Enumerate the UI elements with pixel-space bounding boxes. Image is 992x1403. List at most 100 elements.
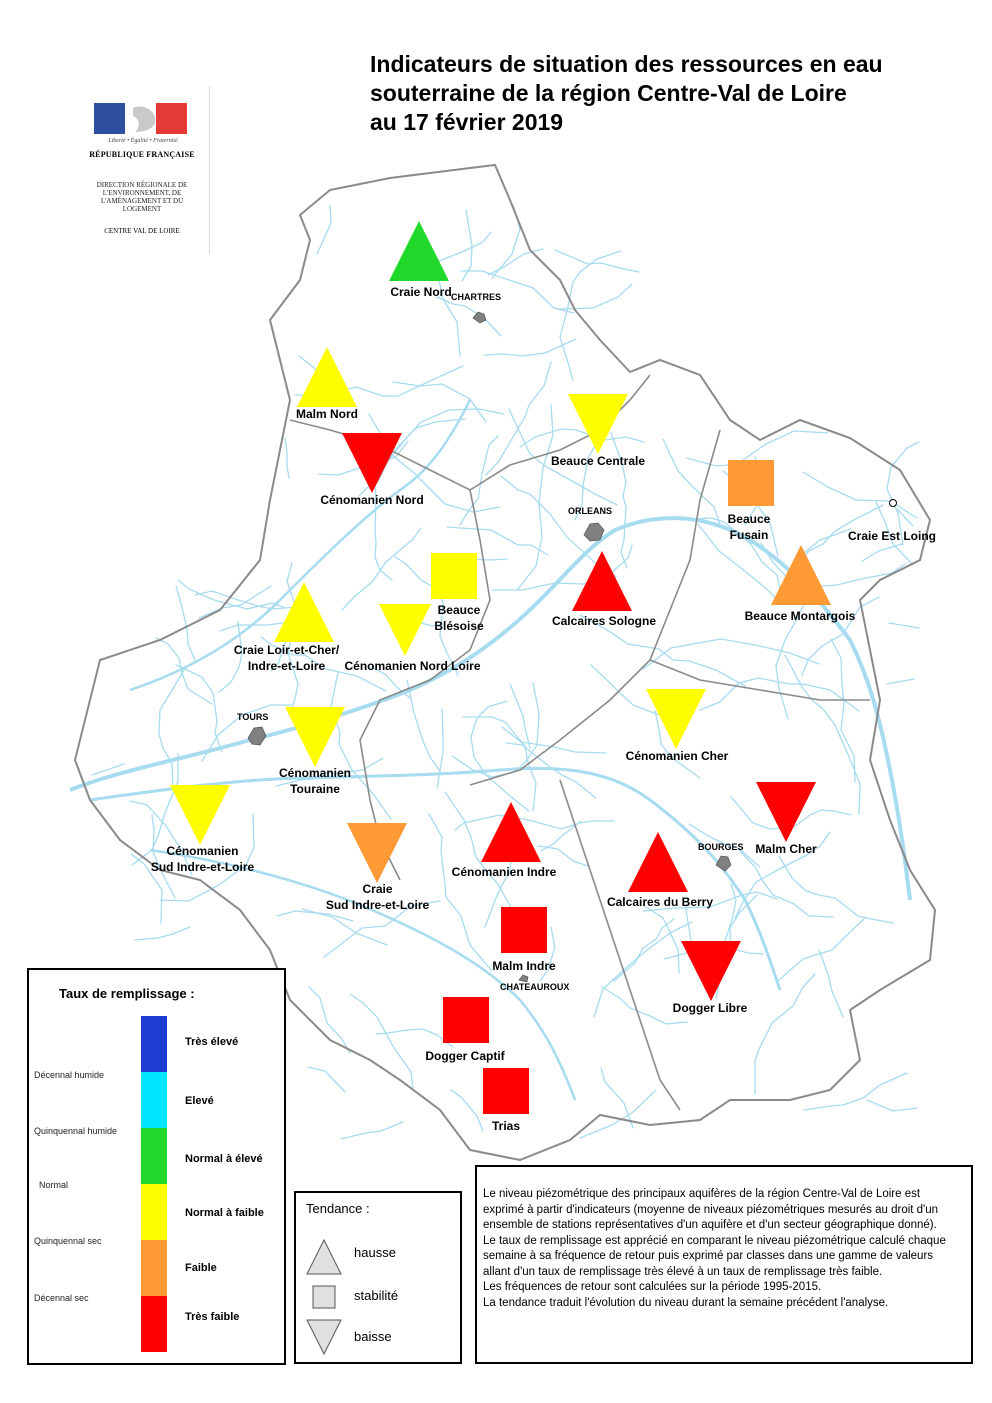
label-cenomanien-nord-loire: Cénomanien Nord Loire bbox=[344, 659, 481, 673]
tributary bbox=[778, 916, 867, 981]
label-cenomanien-nord: Cénomanien Nord bbox=[320, 493, 424, 507]
city-label-tours: TOURS bbox=[237, 712, 269, 722]
tributary bbox=[662, 438, 721, 525]
tributary bbox=[679, 517, 781, 590]
label-malm-cher: Malm Cher bbox=[755, 842, 817, 856]
city-label-chateauroux: CHATEAUROUX bbox=[500, 982, 570, 992]
tributary bbox=[554, 249, 640, 273]
legend-bound-quinquennal-humide: Quinquennal humide bbox=[34, 1126, 118, 1136]
label-cenomanien-indre: Cénomanien Indre bbox=[451, 865, 557, 879]
tributary bbox=[501, 726, 607, 754]
tributary bbox=[155, 637, 213, 705]
notes-text: Le niveau piézométrique des principaux a… bbox=[483, 1188, 946, 1309]
tributary bbox=[739, 850, 834, 918]
city-markers bbox=[247, 311, 732, 983]
tributary bbox=[559, 250, 622, 381]
tributary bbox=[275, 757, 384, 787]
trend-stabilite-icon bbox=[312, 1285, 336, 1309]
tributary bbox=[134, 926, 191, 941]
tributary bbox=[340, 1121, 404, 1140]
tributary bbox=[341, 527, 422, 611]
label-craie-est-loing: Craie Est Loing bbox=[847, 529, 936, 543]
tributary bbox=[177, 579, 284, 610]
label-dogger-libre: Dogger Libre bbox=[672, 1001, 748, 1015]
indicator-symbols bbox=[170, 221, 831, 1114]
tributary bbox=[470, 700, 530, 812]
chartres-marker bbox=[472, 311, 487, 324]
tributary bbox=[519, 428, 645, 448]
symbol-trias bbox=[483, 1068, 529, 1114]
tributary bbox=[601, 986, 688, 1025]
tributary bbox=[537, 845, 589, 867]
tributary bbox=[539, 926, 556, 982]
prefecture-logo: Liberté • Égalité • Fraternité RÉPUBLIQU… bbox=[75, 86, 210, 254]
symbol-beauce-centrale bbox=[568, 394, 628, 454]
symbol-malm-cher bbox=[756, 782, 816, 842]
symbol-c-nomanien-nord-loire bbox=[379, 604, 431, 656]
tendance-title: Tendance : bbox=[306, 1201, 370, 1216]
indre-river bbox=[149, 848, 577, 1101]
logo-motto: Liberté • Égalité • Fraternité bbox=[108, 138, 178, 144]
label-craie-loir-et-cher: Craie Loir-et-Cher/Indre-et-Loire bbox=[214, 642, 359, 674]
tributary bbox=[886, 678, 915, 685]
legend-swatch-normal-a-eleve bbox=[141, 1128, 167, 1184]
craie-est-loing-marker bbox=[889, 499, 897, 507]
tributary bbox=[775, 588, 812, 720]
loir-river bbox=[129, 399, 472, 692]
label-malm-nord: Malm Nord bbox=[295, 407, 358, 421]
tributary bbox=[198, 585, 272, 619]
symbol-calcaires-sologne bbox=[572, 551, 632, 611]
tributary bbox=[436, 296, 502, 337]
logo-region: CENTRE VAL DE LOIRE bbox=[104, 227, 180, 235]
tributary bbox=[323, 900, 441, 958]
tributary bbox=[505, 742, 597, 799]
tributary bbox=[129, 800, 193, 876]
tributary bbox=[801, 596, 880, 676]
tributary bbox=[175, 585, 196, 661]
symbol-malm-nord bbox=[297, 347, 357, 407]
label-craie-loir-et-cher-text: Craie Loir-et-Cher/Indre-et-Loire bbox=[233, 643, 340, 673]
tributary bbox=[444, 791, 515, 914]
label-beauce-fusain-text: Beauce Fusain bbox=[727, 512, 771, 542]
tours-marker bbox=[247, 726, 267, 746]
symbol-malm-indre bbox=[501, 907, 547, 953]
legend-title: Taux de remplissage : bbox=[59, 986, 195, 1001]
tributary bbox=[392, 381, 487, 423]
tributary bbox=[130, 853, 163, 924]
tributary bbox=[491, 544, 633, 591]
symbol-c-nomanien-sud-indre-et-loire bbox=[170, 785, 230, 845]
symbol-c-nomanien-nord bbox=[342, 433, 402, 493]
tributary bbox=[428, 813, 493, 972]
city-label-orleans: ORLEANS bbox=[568, 506, 613, 516]
tributary bbox=[485, 361, 552, 476]
tributary bbox=[158, 669, 185, 792]
region-boundary bbox=[73, 163, 937, 1162]
symbol-beauce-fusain bbox=[728, 460, 774, 506]
tributary bbox=[875, 501, 914, 566]
symbol-beauce-bl-soise bbox=[431, 553, 477, 599]
tributary bbox=[461, 209, 473, 282]
label-malm-indre: Malm Indre bbox=[492, 959, 556, 973]
tributary bbox=[754, 973, 816, 1095]
tributary bbox=[642, 891, 778, 912]
label-beauce-montargois: Beauce Montargois bbox=[744, 609, 856, 623]
cher-river bbox=[89, 766, 782, 991]
label-craie-nord: Craie Nord bbox=[390, 285, 452, 299]
legend-bound-quinquennal-sec: Quinquennal sec bbox=[34, 1236, 102, 1246]
tributary bbox=[508, 408, 618, 506]
label-beauce-centrale: Beauce Centrale bbox=[550, 454, 646, 468]
city-label-bourges: BOURGES bbox=[698, 842, 744, 852]
tributary bbox=[896, 508, 914, 527]
symbol-craie-sud-indre-et-loire bbox=[347, 823, 407, 883]
tributary bbox=[654, 710, 701, 779]
label-craie-sud-text: Craie Sud Indre-et-Loire bbox=[325, 882, 430, 912]
tributary bbox=[91, 763, 125, 776]
trend-hausse-icon bbox=[306, 1238, 342, 1275]
tributary bbox=[697, 523, 776, 598]
tributary bbox=[201, 704, 292, 762]
tributary bbox=[830, 638, 856, 783]
title-line-2: souterraine de la région Centre-Val de L… bbox=[370, 80, 847, 106]
symbol-beauce-montargois bbox=[771, 545, 831, 605]
label-cenomanien-cher: Cénomanien Cher bbox=[625, 749, 729, 763]
